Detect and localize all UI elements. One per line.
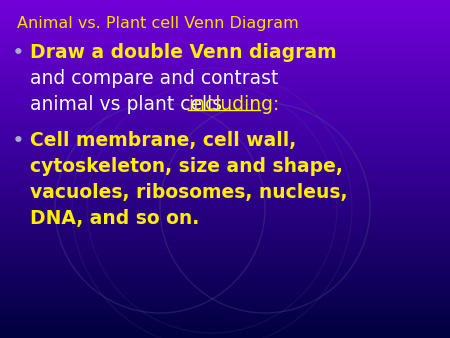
Text: •: • [12,43,25,63]
Text: Draw a double Venn diagram: Draw a double Venn diagram [30,43,337,62]
Text: •: • [12,131,25,151]
Text: animal vs plant cells: animal vs plant cells [30,95,228,114]
Text: vacuoles, ribosomes, nucleus,: vacuoles, ribosomes, nucleus, [30,183,347,202]
Text: Animal vs. Plant cell Venn Diagram: Animal vs. Plant cell Venn Diagram [17,16,299,31]
Text: cytoskeleton, size and shape,: cytoskeleton, size and shape, [30,157,343,176]
Text: Cell membrane, cell wall,: Cell membrane, cell wall, [30,131,296,150]
Text: and compare and contrast: and compare and contrast [30,69,279,88]
Text: including:: including: [189,95,280,114]
Text: DNA, and so on.: DNA, and so on. [30,209,199,228]
